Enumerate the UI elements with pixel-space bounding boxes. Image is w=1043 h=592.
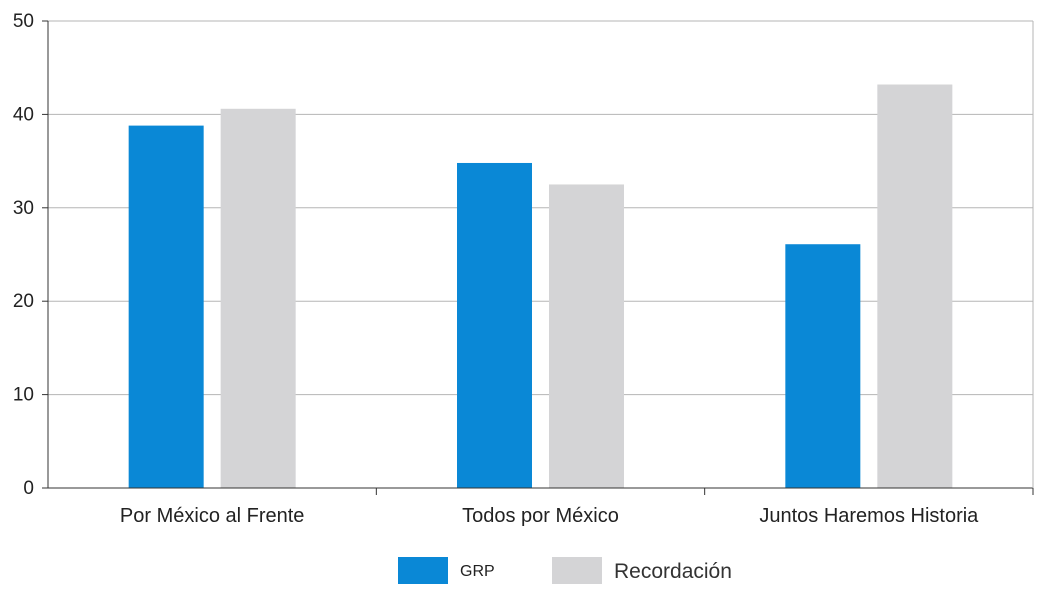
y-tick-labels: 0 10 20 30 40 50 <box>13 11 34 499</box>
y-tick-label: 20 <box>13 291 34 312</box>
y-tick-label: 40 <box>13 104 34 125</box>
bar-recordación <box>220 108 296 489</box>
y-tick-label: 10 <box>13 385 34 406</box>
x-category-label: Juntos Haremos Historia <box>759 505 979 527</box>
bar-grp <box>457 162 532 488</box>
y-tick-label: 50 <box>13 11 34 32</box>
bar-recordación <box>549 184 624 488</box>
legend-label: Recordación <box>614 560 732 583</box>
x-category-label: Por México al Frente <box>120 505 305 527</box>
gridlines <box>48 20 1033 396</box>
y-tick-label: 30 <box>13 198 34 219</box>
x-category-label: Todos por México <box>462 505 619 527</box>
legend-label: GRP <box>460 563 495 580</box>
legend-swatch-recordación <box>552 557 602 584</box>
bar-recordación <box>877 84 953 489</box>
x-category-labels: Por México al Frente Todos por México Junt… <box>120 505 979 527</box>
bar-grp <box>128 125 204 488</box>
legend-swatch-grp <box>398 557 448 584</box>
y-tick-label: 0 <box>23 478 34 499</box>
axes <box>42 20 1034 495</box>
legend: GRP Recordación <box>398 557 732 584</box>
bar-grp <box>785 244 861 488</box>
bars <box>128 84 953 489</box>
